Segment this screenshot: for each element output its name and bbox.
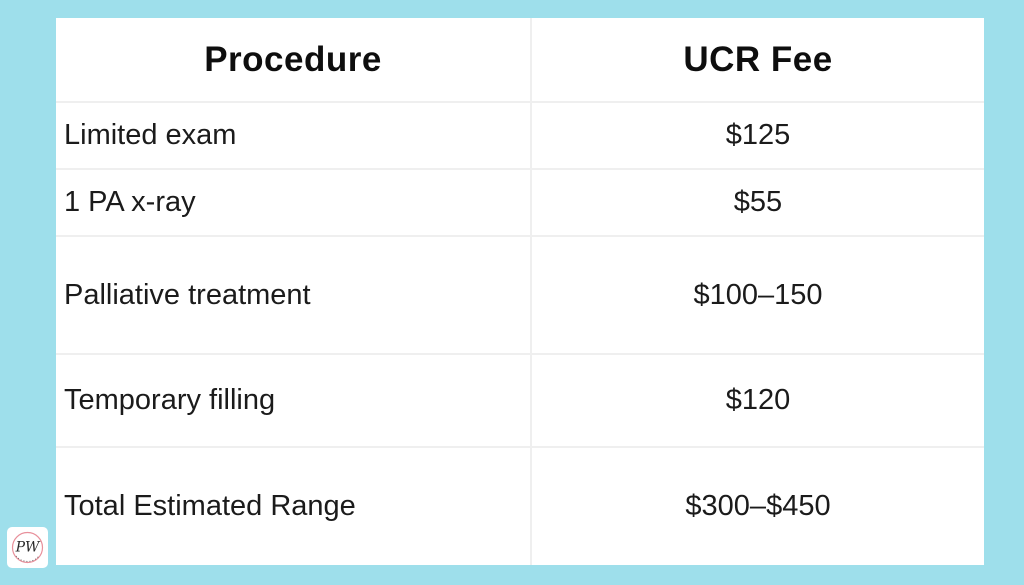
fee-cell: $100–150	[532, 237, 984, 353]
pw-logo: PW	[7, 527, 48, 568]
table-row: Palliative treatment $100–150	[56, 237, 984, 355]
fee-cell: $120	[532, 355, 984, 446]
fee-table: Procedure UCR Fee Limited exam $125 1 PA…	[56, 18, 984, 565]
pw-logo-icon: PW	[11, 531, 44, 564]
column-header-procedure: Procedure	[56, 18, 532, 101]
table-row: Total Estimated Range $300–$450	[56, 448, 984, 565]
procedure-cell: Temporary filling	[56, 355, 532, 446]
fee-value: $55	[733, 186, 783, 218]
procedure-label: Temporary filling	[64, 384, 276, 416]
procedure-cell: Limited exam	[56, 103, 532, 168]
fee-value: $100–150	[693, 278, 823, 311]
procedure-label: Total Estimated Range	[64, 490, 356, 522]
procedure-cell: 1 PA x-ray	[56, 170, 532, 235]
procedure-label: 1 PA x-ray	[64, 186, 196, 218]
table-row: Limited exam $125	[56, 103, 984, 170]
procedure-cell: Palliative treatment	[56, 237, 532, 353]
column-header-procedure-label: Procedure	[204, 39, 382, 79]
pw-logo-text: PW	[15, 540, 41, 556]
fee-cell: $125	[532, 103, 984, 168]
fee-value: $120	[725, 384, 791, 416]
table-row: 1 PA x-ray $55	[56, 170, 984, 237]
column-header-ucr-fee: UCR Fee	[532, 18, 984, 101]
fee-cell: $55	[532, 170, 984, 235]
fee-value: $125	[725, 119, 791, 151]
fee-value: $300–$450	[685, 490, 831, 522]
table-header-row: Procedure UCR Fee	[56, 18, 984, 103]
procedure-label: Palliative treatment	[64, 278, 311, 311]
procedure-label: Limited exam	[64, 119, 237, 151]
column-header-ucr-fee-label: UCR Fee	[683, 39, 833, 79]
table-row: Temporary filling $120	[56, 355, 984, 448]
procedure-cell: Total Estimated Range	[56, 448, 532, 565]
fee-cell: $300–$450	[532, 448, 984, 565]
